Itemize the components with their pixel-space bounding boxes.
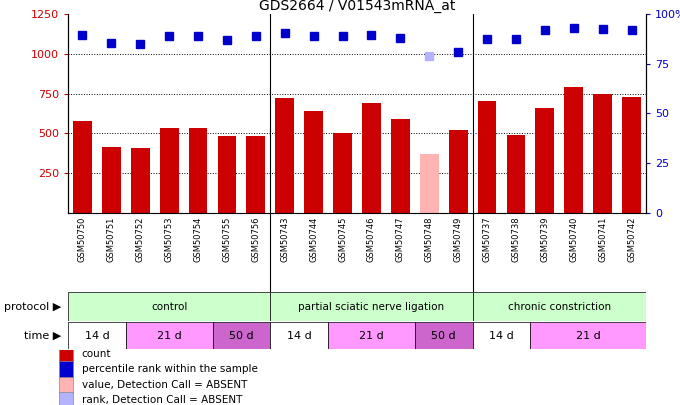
Bar	[73, 121, 92, 213]
Bar	[218, 136, 237, 213]
Text: GSM50738: GSM50738	[511, 217, 520, 262]
Bar	[362, 103, 381, 213]
Text: GSM50745: GSM50745	[338, 217, 347, 262]
Text: GSM50748: GSM50748	[425, 217, 434, 262]
Title: GDS2664 / V01543mRNA_at: GDS2664 / V01543mRNA_at	[259, 0, 455, 13]
Bar	[530, 322, 646, 349]
Text: 14 d: 14 d	[489, 330, 514, 341]
Bar	[271, 322, 328, 349]
Bar	[420, 154, 439, 213]
Text: 50 d: 50 d	[229, 330, 254, 341]
Text: value, Detection Call = ABSENT: value, Detection Call = ABSENT	[82, 380, 247, 390]
Bar	[246, 136, 265, 213]
Bar	[622, 97, 641, 213]
Bar	[68, 322, 126, 349]
Bar	[449, 130, 468, 213]
Bar	[477, 102, 496, 213]
Text: GSM50755: GSM50755	[222, 217, 231, 262]
Text: GSM50752: GSM50752	[136, 217, 145, 262]
Text: 14 d: 14 d	[287, 330, 311, 341]
Bar	[593, 94, 612, 213]
Text: GSM50744: GSM50744	[309, 217, 318, 262]
Text: partial sciatic nerve ligation: partial sciatic nerve ligation	[299, 302, 445, 311]
Text: GSM50754: GSM50754	[194, 217, 203, 262]
Bar	[473, 322, 530, 349]
Text: control: control	[151, 302, 187, 311]
Text: GSM50746: GSM50746	[367, 217, 376, 262]
Bar	[328, 322, 415, 349]
Bar	[126, 322, 212, 349]
Bar	[564, 87, 583, 213]
Bar	[59, 392, 73, 405]
Text: count: count	[82, 349, 112, 359]
Text: GSM50751: GSM50751	[107, 217, 116, 262]
Text: 21 d: 21 d	[157, 330, 182, 341]
Text: GSM50747: GSM50747	[396, 217, 405, 262]
Bar	[415, 322, 473, 349]
Text: rank, Detection Call = ABSENT: rank, Detection Call = ABSENT	[82, 395, 242, 405]
Text: time ▶: time ▶	[24, 330, 61, 341]
Text: GSM50743: GSM50743	[280, 217, 289, 262]
Text: 21 d: 21 d	[576, 330, 600, 341]
Bar	[59, 346, 73, 362]
Text: GSM50753: GSM50753	[165, 217, 173, 262]
Bar	[535, 108, 554, 213]
Bar	[304, 111, 323, 213]
Bar	[160, 128, 179, 213]
Text: GSM50740: GSM50740	[569, 217, 578, 262]
Text: GSM50741: GSM50741	[598, 217, 607, 262]
Text: percentile rank within the sample: percentile rank within the sample	[82, 364, 258, 375]
Bar	[188, 128, 207, 213]
Text: 50 d: 50 d	[431, 330, 456, 341]
Text: GSM50739: GSM50739	[541, 217, 549, 262]
Bar	[473, 292, 646, 321]
Bar	[59, 377, 73, 393]
Bar	[68, 292, 271, 321]
Text: GSM50742: GSM50742	[627, 217, 636, 262]
Text: GSM50756: GSM50756	[252, 217, 260, 262]
Bar	[333, 133, 352, 213]
Text: 21 d: 21 d	[359, 330, 384, 341]
Text: GSM50737: GSM50737	[483, 217, 492, 262]
Text: protocol ▶: protocol ▶	[4, 302, 61, 311]
Bar	[59, 361, 73, 377]
Bar	[212, 322, 271, 349]
Bar	[507, 135, 526, 213]
Bar	[102, 147, 121, 213]
Text: GSM50749: GSM50749	[454, 217, 462, 262]
Text: GSM50750: GSM50750	[78, 217, 87, 262]
Bar	[391, 119, 410, 213]
Bar	[271, 292, 473, 321]
Text: 14 d: 14 d	[84, 330, 109, 341]
Bar	[131, 147, 150, 213]
Text: chronic constriction: chronic constriction	[508, 302, 611, 311]
Bar	[275, 98, 294, 213]
